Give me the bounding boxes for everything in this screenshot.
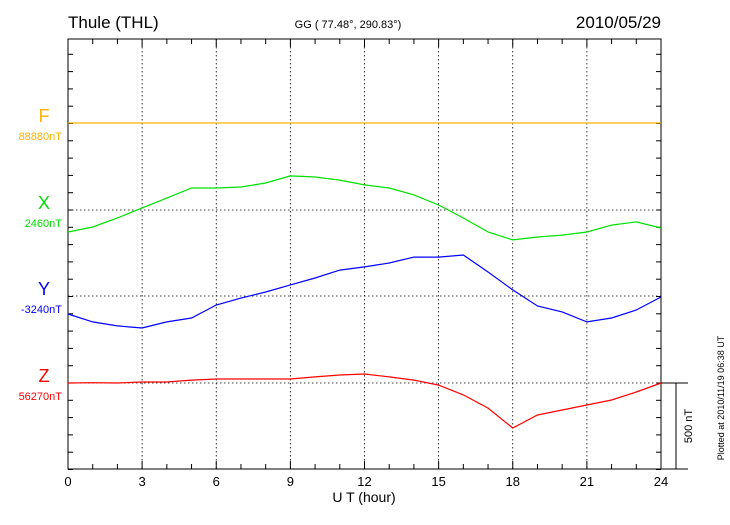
plotted-at-label: Plotted at 2010/11/19 06:38 UT [716, 335, 726, 460]
series-line-y [67, 254, 662, 329]
x-axis-label: U T (hour) [332, 489, 395, 505]
series-name-y: Y [38, 279, 50, 299]
x-tick-label: 3 [139, 474, 146, 489]
series-name-z: Z [39, 366, 50, 386]
scale-bar: 500 nT [661, 382, 695, 470]
x-tick-label: 24 [654, 474, 668, 489]
series-baseline-y: -3240nT [21, 304, 62, 316]
x-tick-label: 15 [431, 474, 445, 489]
scale-bar-label: 500 nT [683, 409, 695, 444]
date-label: 2010/05/29 [576, 13, 661, 32]
x-tick-label: 9 [287, 474, 294, 489]
series-baseline-z: 56270nT [19, 391, 63, 403]
coordinates-label: GG ( 77.48°, 290.83°) [295, 19, 402, 31]
axes: 0 3 6 9 12 15 18 21 24 [64, 38, 668, 489]
grid [68, 39, 661, 469]
series-line-x [67, 175, 662, 241]
x-tick-label: 21 [580, 474, 594, 489]
x-tick-label: 6 [213, 474, 220, 489]
series-baseline-x: 2460nT [25, 218, 63, 230]
series-line-z [67, 373, 662, 429]
x-tick-label: 12 [357, 474, 371, 489]
series-name-f: F [39, 106, 50, 126]
series-baseline-f: 88880nT [19, 131, 63, 143]
x-tick-label: 18 [506, 474, 520, 489]
x-tick-label: 0 [64, 474, 71, 489]
series-labels: F 88880nT X 2460nT Y -3240nT Z 56270nT [19, 106, 63, 403]
station-title: Thule (THL) [68, 13, 159, 32]
series-name-x: X [38, 193, 50, 213]
series-group [67, 122, 662, 429]
